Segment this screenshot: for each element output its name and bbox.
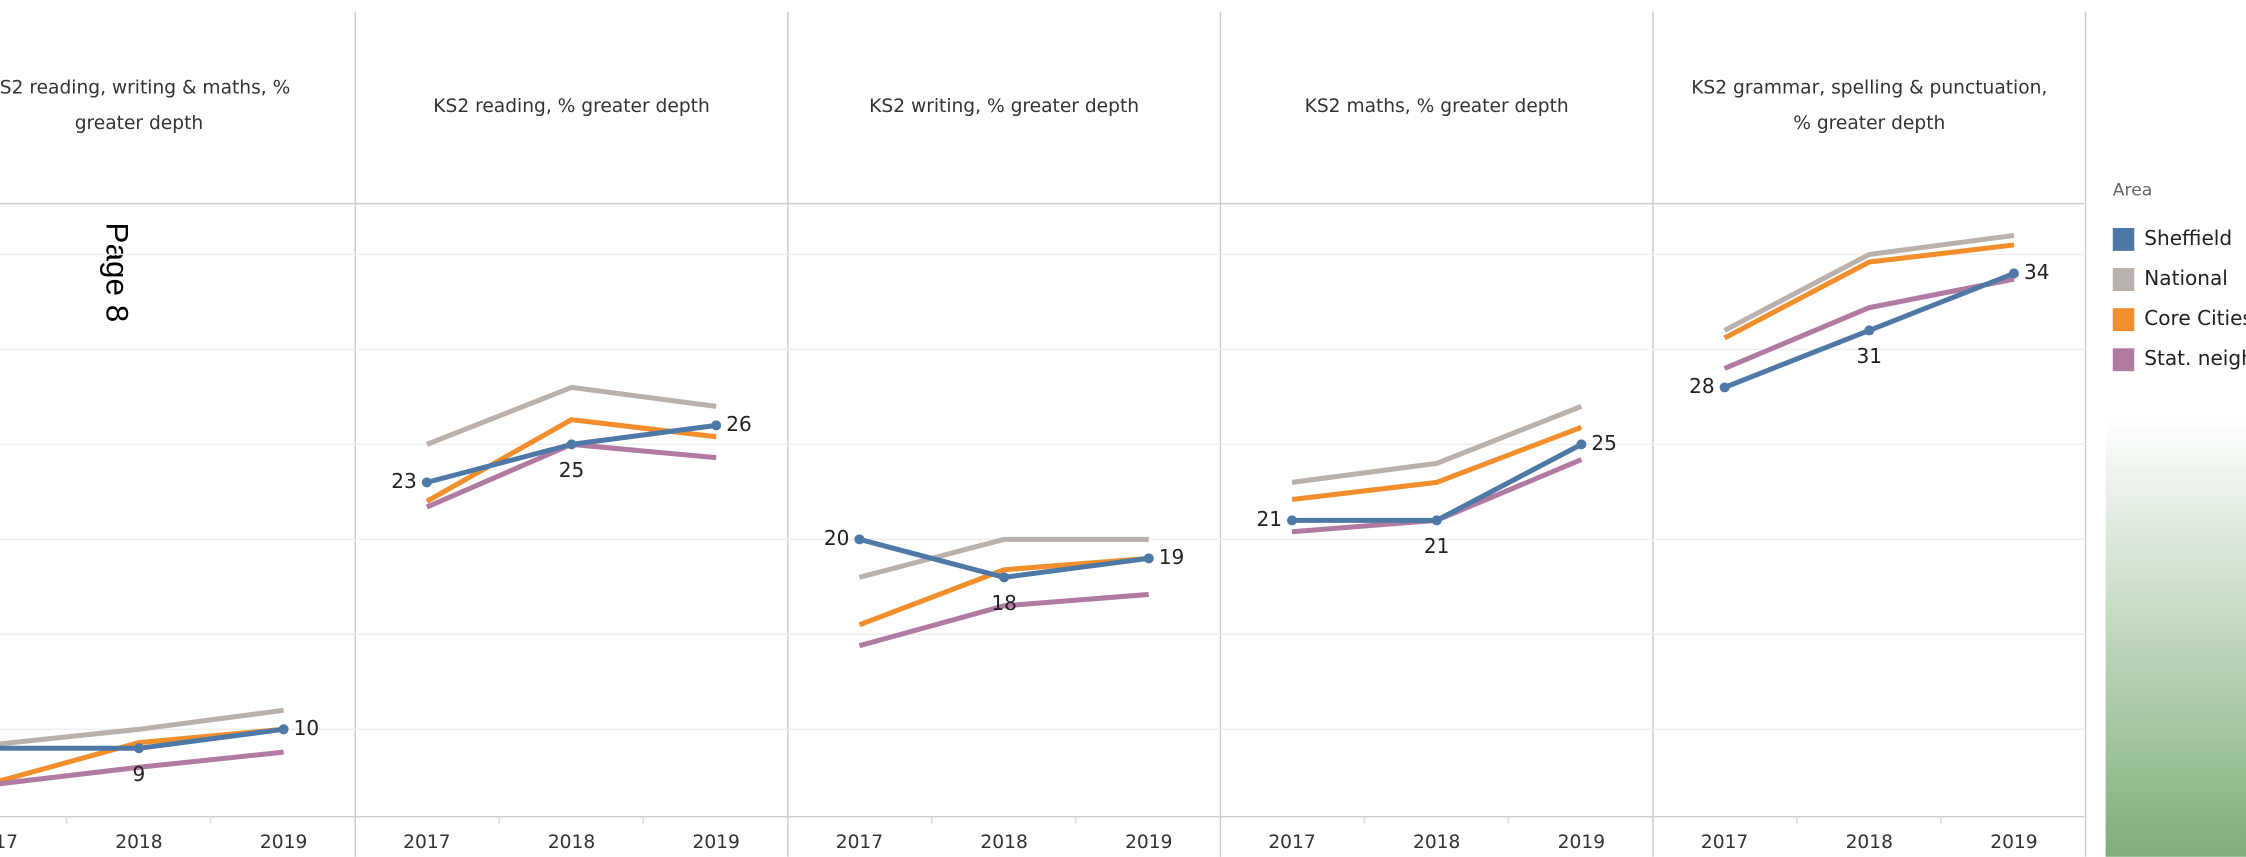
dashboard: Page 8 Area KS2 reading, writing & maths…: [0, 0, 2246, 857]
legend-label: Core Cities: [2144, 306, 2246, 330]
panel-title: KS2 reading, % greater depth: [384, 12, 759, 204]
panel-title-box: KS2 maths, % greater depth: [1249, 12, 1624, 204]
legend-swatch: [2113, 228, 2134, 251]
point: [1144, 553, 1154, 563]
panel-title-box: KS2 reading, writing & maths, % greater …: [0, 12, 327, 204]
data-label: 10: [294, 716, 320, 740]
x-tick-label: 2017: [0, 832, 18, 853]
data-label: 25: [559, 458, 585, 482]
legend-swatch: [2113, 308, 2134, 331]
legend-label: Stat. neighbours: [2144, 346, 2246, 370]
series-line: [0, 710, 284, 744]
point: [1432, 515, 1442, 525]
data-label: 19: [1159, 545, 1185, 569]
series-line: [427, 387, 716, 444]
data-label: 25: [1591, 431, 1617, 455]
panel-title-box: KS2 writing, % greater depth: [816, 12, 1191, 204]
point: [279, 724, 289, 734]
point: [1720, 382, 1730, 392]
legend-swatch: [2113, 348, 2134, 371]
panel-title: KS2 writing, % greater depth: [816, 12, 1191, 204]
x-tick-label: 2019: [693, 832, 740, 853]
point: [1287, 515, 1297, 525]
point: [999, 572, 1009, 582]
point: [2009, 268, 2019, 278]
point: [1576, 439, 1586, 449]
data-label: 9: [133, 762, 146, 786]
panel-title: KS2 maths, % greater depth: [1249, 12, 1624, 204]
x-tick-label: 2018: [1846, 832, 1893, 853]
legend-label: Sheffield: [2144, 226, 2232, 250]
panel-title-box: KS2 grammar, spelling & punctuation, % g…: [1682, 12, 2057, 204]
x-tick-label: 2018: [980, 832, 1027, 853]
data-label: 26: [726, 412, 752, 436]
x-tick-label: 2019: [1990, 832, 2037, 853]
panel-title: KS2 grammar, spelling & punctuation, % g…: [1682, 12, 2057, 204]
x-tick-label: 2018: [115, 832, 162, 853]
x-tick-label: 2017: [836, 832, 883, 853]
legend-title: Area: [2113, 181, 2153, 201]
data-label: 21: [1424, 534, 1450, 558]
point: [134, 743, 144, 753]
point: [1864, 325, 1874, 335]
panel-title: KS2 reading, writing & maths, % greater …: [0, 12, 327, 204]
point: [711, 420, 721, 430]
point: [854, 534, 864, 544]
x-tick-label: 2017: [1268, 832, 1315, 853]
data-label: 21: [1256, 507, 1282, 531]
x-tick-label: 2019: [1558, 832, 1605, 853]
x-tick-label: 2018: [548, 832, 595, 853]
data-label: 34: [2024, 260, 2050, 284]
x-tick-label: 2019: [260, 832, 307, 853]
decor-image: [2106, 416, 2246, 857]
data-label: 23: [391, 469, 417, 493]
point: [422, 477, 432, 487]
legend-swatch: [2113, 268, 2134, 291]
x-tick-label: 2017: [1701, 832, 1748, 853]
data-label: 31: [1857, 344, 1883, 368]
data-label: 18: [991, 591, 1017, 615]
page-label: Page 8: [99, 222, 135, 322]
point: [567, 439, 577, 449]
legend-label: National: [2144, 266, 2228, 290]
data-label: 20: [824, 526, 850, 550]
x-tick-label: 2019: [1125, 832, 1172, 853]
x-tick-label: 2017: [403, 832, 450, 853]
x-tick-label: 2018: [1413, 832, 1460, 853]
panel-title-box: KS2 reading, % greater depth: [384, 12, 759, 204]
data-label: 28: [1689, 374, 1715, 398]
